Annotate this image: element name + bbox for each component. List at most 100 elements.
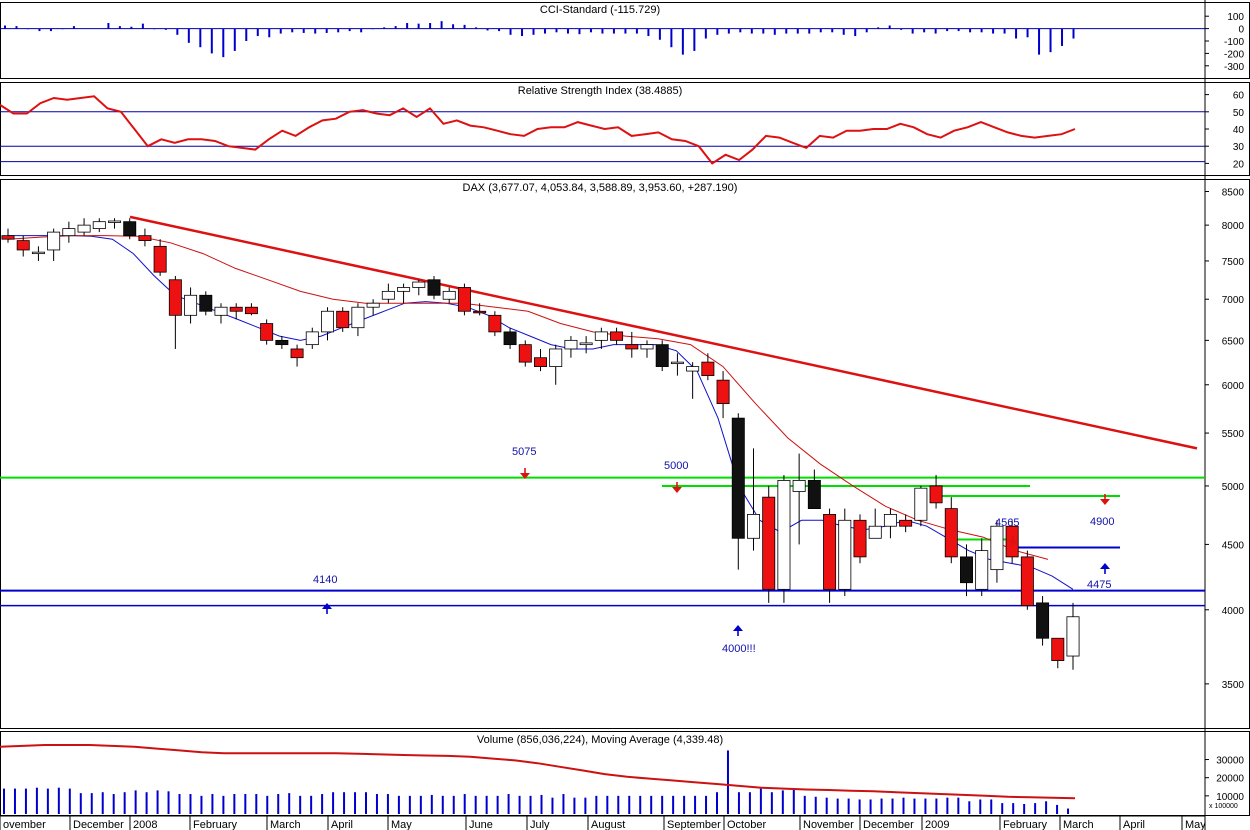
candle-body	[838, 519, 852, 590]
candle-body	[47, 231, 61, 251]
rsi-panel	[0, 95, 1205, 165]
candle-body	[321, 310, 334, 333]
rsi-title: Relative Strength Index (38.4885)	[518, 85, 683, 97]
candle-body	[914, 487, 928, 521]
y-axis-ticks: 100 0-100-200 -300 60 50 40 30 20 8500 8000 7500 70…	[1205, 12, 1244, 803]
candle-body	[229, 306, 243, 312]
candle-body	[625, 344, 639, 350]
candle-body	[381, 290, 395, 300]
x-tick-label: September	[667, 819, 721, 830]
y-tick-label: 4500	[1222, 540, 1245, 551]
candle	[503, 327, 517, 349]
candle-body	[488, 314, 502, 333]
candle-body	[260, 323, 274, 341]
candle	[397, 283, 411, 304]
candle	[47, 228, 61, 261]
volume-panel	[0, 744, 1076, 814]
candle	[229, 303, 243, 320]
annotation-4000: 4000!!!	[722, 643, 756, 655]
candle-body	[564, 339, 578, 350]
candle	[153, 239, 167, 276]
y-tick-label: 30	[1233, 142, 1245, 153]
x-tick-label: February	[1003, 819, 1048, 830]
candle-body	[960, 556, 973, 584]
annotations: 5075 5000 4140 4000!!! 4565 4900 4475	[313, 446, 1114, 655]
candle-body	[92, 221, 106, 230]
y-tick-label: 5500	[1222, 429, 1245, 440]
candle	[655, 340, 669, 372]
candle	[427, 275, 441, 300]
candle-body	[807, 480, 821, 510]
candle	[412, 279, 426, 296]
candle-body	[336, 310, 350, 329]
x-tick-label: May	[1185, 819, 1206, 830]
x-tick-label: March	[270, 819, 301, 830]
candle-body	[731, 417, 745, 539]
candle	[670, 353, 684, 376]
candle-body	[655, 344, 669, 367]
cci-panel	[0, 21, 1205, 58]
candle	[1020, 550, 1034, 610]
candle-body	[138, 235, 152, 242]
arrow-4000-head	[733, 625, 743, 631]
candle-body	[686, 366, 700, 372]
candle-body	[123, 221, 137, 237]
candle	[442, 287, 456, 304]
candle-body	[701, 361, 715, 377]
x-tick-label: July	[530, 819, 550, 830]
candle-body	[473, 310, 487, 314]
y-tick-label: 8000	[1222, 221, 1245, 232]
candle	[899, 514, 913, 533]
candle	[914, 485, 928, 527]
candle-body	[184, 294, 198, 316]
y-tick-label: 4000	[1222, 606, 1245, 617]
candle-body	[853, 519, 867, 558]
candle-body	[214, 306, 228, 316]
y-tick-label: 30000	[1216, 756, 1244, 767]
x-tick-label: May	[391, 819, 412, 830]
x-tick-label: November	[803, 819, 854, 830]
candle-body	[883, 514, 897, 527]
candle-body	[275, 339, 289, 346]
y-tick-label: 7000	[1222, 295, 1245, 306]
candle-body	[1036, 602, 1050, 639]
candle	[534, 348, 547, 372]
candle-body	[534, 357, 547, 367]
candle-body	[16, 240, 30, 251]
candle	[716, 371, 730, 419]
candle	[625, 331, 639, 358]
volume-moving-average	[0, 744, 1076, 800]
y-tick-label: -300	[1224, 62, 1244, 73]
candle	[16, 235, 30, 257]
annotation-5000: 5000	[664, 460, 688, 472]
candle	[260, 319, 274, 345]
x-tick-label: 2008	[133, 819, 157, 830]
candle	[290, 344, 304, 367]
candle-body	[153, 245, 167, 273]
y-tick-label: 8500	[1222, 187, 1245, 198]
candle	[747, 448, 760, 551]
candle-body	[427, 279, 441, 296]
y-tick-label: 60	[1233, 91, 1245, 102]
candle	[549, 344, 563, 385]
x-tick-label: April	[331, 819, 353, 830]
candle-body	[610, 331, 624, 341]
candle	[807, 469, 821, 510]
candle	[123, 218, 137, 240]
candle-body	[594, 331, 608, 341]
candle	[610, 327, 624, 345]
candle-body	[199, 294, 213, 312]
candle-body	[412, 281, 426, 288]
arrow-4900-head	[1100, 499, 1110, 505]
candle-body	[1020, 556, 1034, 607]
candle	[792, 453, 806, 545]
candle-body	[351, 306, 365, 329]
candle	[777, 474, 791, 603]
candle-body	[929, 485, 943, 504]
arrow-5000-head	[672, 487, 682, 493]
candle-body	[244, 306, 258, 315]
candle-body	[62, 228, 76, 237]
candle	[138, 228, 152, 247]
candle	[214, 303, 228, 324]
candle-body	[397, 287, 411, 292]
